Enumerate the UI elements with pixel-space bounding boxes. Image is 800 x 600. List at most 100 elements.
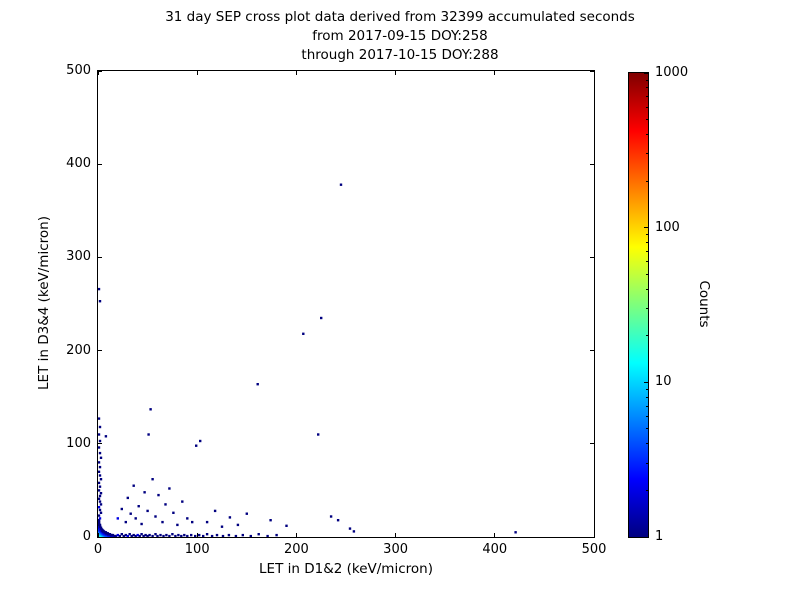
scatter-point	[164, 503, 167, 506]
y-tick-label: 300	[66, 249, 91, 265]
colorbar-minor-tick-mark	[646, 134, 648, 136]
x-tick-label: 200	[283, 542, 309, 557]
colorbar-minor-tick-mark	[646, 251, 648, 253]
scatter-point	[111, 533, 115, 537]
scatter-point	[98, 508, 102, 512]
colorbar-minor-tick-mark	[646, 396, 648, 398]
scatter-point	[98, 451, 102, 455]
scatter-point	[174, 534, 177, 537]
scatter-point	[213, 509, 217, 513]
scatter-point	[149, 408, 152, 411]
colorbar-minor-tick-mark	[646, 273, 648, 275]
scatter-point	[183, 533, 186, 537]
chart-title-line-3: through 2017-10-15 DOY:288	[301, 47, 499, 63]
x-tick-mark-top	[295, 71, 297, 75]
scatter-point	[98, 287, 101, 291]
scatter-point	[126, 496, 129, 500]
scatter-point	[215, 533, 219, 537]
scatter-point	[249, 534, 252, 537]
scatter-point	[140, 522, 143, 526]
colorbar-minor-tick-mark	[646, 79, 648, 81]
y-tick-mark-right	[590, 350, 594, 352]
scatter-point	[99, 478, 103, 481]
scatter-point	[256, 383, 259, 386]
scatter-point	[98, 470, 101, 473]
scatter-point	[205, 520, 209, 524]
colorbar-tick-label: 10	[655, 374, 672, 390]
y-tick-mark	[98, 70, 102, 72]
scatter-point	[137, 505, 140, 508]
chart-title-line-1: 31 day SEP cross plot data derived from …	[165, 9, 635, 25]
x-tick-mark-top	[494, 71, 496, 75]
x-tick-mark-top	[395, 71, 397, 75]
scatter-point	[186, 517, 189, 520]
scatter-point	[140, 533, 143, 536]
x-tick-mark	[97, 533, 99, 537]
scatter-point	[198, 533, 201, 537]
scatter-point	[154, 515, 157, 518]
colorbar-minor-tick-mark	[646, 106, 648, 108]
scatter-point	[106, 532, 110, 535]
scatter-point	[98, 481, 101, 485]
scatter-point	[157, 493, 160, 497]
colorbar-minor-tick-mark	[646, 242, 648, 244]
scatter-point	[99, 492, 103, 495]
scatter-point	[116, 533, 119, 537]
scatter-point	[220, 525, 224, 528]
scatter-point	[104, 531, 108, 534]
scatter-point	[151, 478, 154, 481]
colorbar	[628, 72, 649, 538]
colorbar-minor-tick-mark	[646, 308, 648, 310]
scatter-point	[151, 534, 154, 537]
colorbar-minor-tick-mark	[646, 288, 648, 290]
colorbar-minor-tick-mark	[646, 261, 648, 263]
scatter-point	[236, 523, 240, 527]
scatter-point	[98, 439, 102, 443]
scatter-point	[257, 533, 260, 536]
scatter-point	[98, 497, 101, 500]
scatter-point	[98, 433, 101, 436]
scatter-point	[159, 533, 162, 537]
y-tick-mark-right	[590, 163, 594, 165]
scatter-point	[132, 533, 135, 537]
colorbar-tick-mark	[644, 536, 648, 538]
colorbar-minor-tick-mark	[646, 180, 648, 182]
scatter-point	[142, 534, 145, 537]
scatter-point	[186, 534, 189, 537]
y-tick-label: 100	[66, 435, 91, 451]
y-tick-mark-right	[590, 443, 594, 445]
scatter-point	[130, 534, 133, 537]
scatter-point	[146, 509, 149, 513]
x-tick-mark-top	[196, 71, 198, 75]
scatter-point	[172, 511, 175, 514]
scatter-points-layer	[98, 183, 517, 537]
scatter-point	[245, 512, 248, 515]
scatter-point	[329, 515, 333, 518]
x-tick-mark-top	[593, 71, 595, 75]
colorbar-tick-label: 1	[655, 529, 664, 544]
scatter-point	[136, 533, 139, 537]
scatter-point	[168, 534, 171, 537]
scatter-point	[99, 503, 103, 506]
colorbar-tick-label: 1000	[655, 65, 689, 80]
scatter-point	[138, 534, 141, 537]
scatter-point	[98, 446, 101, 449]
scatter-point	[348, 527, 352, 530]
colorbar-minor-tick-mark	[646, 462, 648, 464]
scatter-point	[177, 533, 180, 537]
colorbar-minor-tick-mark	[646, 234, 648, 236]
colorbar-minor-tick-mark	[646, 405, 648, 407]
scatter-point	[275, 533, 278, 537]
scatter-point	[190, 533, 193, 537]
scatter-point	[128, 533, 131, 536]
scatter-point	[148, 533, 151, 537]
y-tick-mark-right	[590, 536, 594, 538]
scatter-point	[98, 474, 102, 477]
scatter-point	[120, 507, 123, 511]
colorbar-tick-label: 100	[655, 219, 680, 235]
scatter-point	[98, 506, 101, 509]
scatter-point	[514, 531, 517, 534]
scatter-point	[98, 461, 101, 464]
chart-title: 31 day SEP cross plot data derived from …	[0, 8, 800, 65]
